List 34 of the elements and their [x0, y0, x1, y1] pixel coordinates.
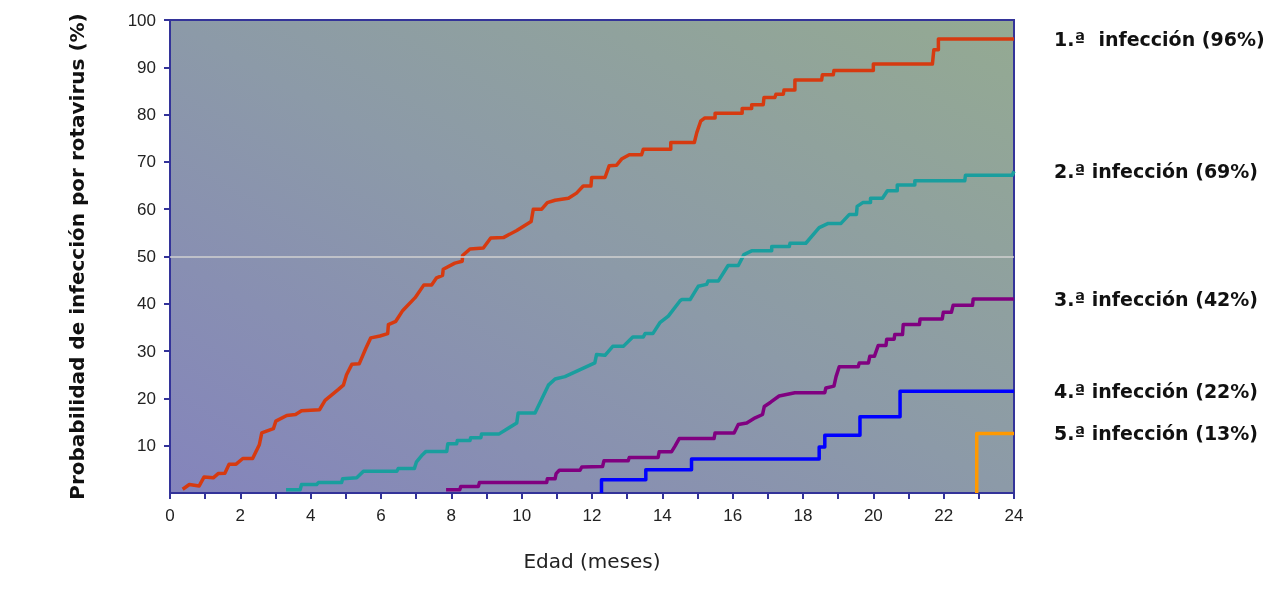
x-tick-label: 8 [446, 506, 457, 525]
x-tick-label: 4 [305, 506, 316, 525]
x-tick-label: 2 [235, 506, 246, 525]
y-tick-label: 80 [137, 105, 156, 125]
y-tick-label: 70 [137, 152, 156, 172]
y-axis-title: Probabilidad de infección por rotavirus (%) [65, 13, 89, 500]
y-tick-label: 60 [137, 199, 156, 219]
text: 1.ª infección (96%) [1054, 27, 1265, 50]
text: 5.ª infección (13%) [1054, 422, 1259, 445]
y-tick-label: 20 [137, 388, 156, 408]
x-tick-label: 0 [165, 506, 175, 525]
x-tick-label: 12 [582, 506, 602, 525]
text: 3.ª infección (42%) [1054, 288, 1259, 311]
y-tick-label: 40 [137, 294, 156, 314]
y-tick-label: 10 [137, 436, 156, 456]
y-tick-label: 90 [137, 57, 156, 77]
line-series [599, 389, 1016, 495]
line-series [444, 297, 1016, 492]
x-tick-label: 10 [512, 506, 532, 525]
x-axis-title: Edad (meses) [523, 549, 661, 573]
line-series [284, 169, 1016, 492]
y-tick-label: 50 [137, 247, 156, 266]
x-tick-label: 24 [1004, 506, 1024, 525]
text: 2.ª infección (69%) [1054, 160, 1259, 183]
x-tick-label: 18 [793, 506, 813, 525]
line-series [180, 37, 1016, 491]
x-tick-label: 6 [376, 506, 386, 525]
x-tick-label: 16 [723, 506, 743, 525]
text: 4.ª infección (22%) [1054, 380, 1259, 403]
x-tick-label: 20 [863, 506, 883, 525]
y-tick-label: 100 [127, 10, 156, 30]
y-tick-label: 30 [137, 341, 156, 361]
x-tick-label: 14 [652, 506, 672, 525]
x-tick-label: 22 [934, 506, 954, 525]
